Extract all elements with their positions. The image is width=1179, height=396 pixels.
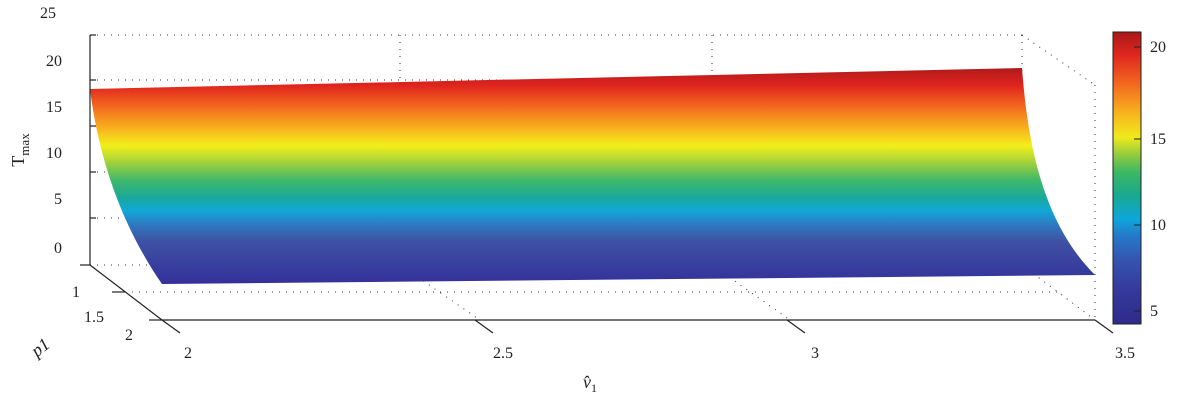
grid-lines — [90, 34, 1096, 321]
z-tick-label: 15 — [46, 99, 62, 116]
colorbar-tick-label: 20 — [1150, 39, 1166, 56]
colorbar: 20 15 10 5 — [1112, 31, 1166, 325]
y-axis-line — [89, 264, 163, 321]
x-tick-mark — [474, 319, 494, 334]
grid-top-right — [1021, 34, 1096, 86]
z-tick-label: 5 — [54, 191, 62, 208]
x-tick-mark — [161, 319, 181, 334]
x-axis-label: v̂1 — [583, 372, 597, 395]
y-tick-label: 1.5 — [84, 309, 104, 326]
x-tick-label: 3.5 — [1115, 345, 1135, 362]
y-tick-label: 2 — [125, 327, 133, 344]
z-tick-labels: 25 20 15 10 5 0 — [40, 5, 62, 257]
x-tick-label: 2.5 — [493, 345, 513, 362]
x-tick-mark — [786, 319, 806, 334]
x-tick-mark — [1094, 319, 1114, 334]
colorbar-tick-label: 10 — [1150, 217, 1166, 234]
colorbar-gradient — [1112, 31, 1142, 325]
x-tick-label: 2 — [184, 345, 192, 362]
x-tick-label: 3 — [811, 345, 819, 362]
surface — [90, 68, 1095, 284]
x-axis-label-sub: 1 — [591, 381, 597, 395]
y-axis-label: p1 — [25, 334, 53, 362]
y-tick-labels: 1 1.5 2 — [72, 284, 133, 344]
x-tick-labels: 2 2.5 3 3.5 — [184, 345, 1135, 362]
colorbar-tick-label: 5 — [1150, 303, 1158, 320]
colorbar-tick-label: 15 — [1150, 131, 1166, 148]
z-axis-label-sub: max — [17, 133, 32, 156]
z-axis-label-main: T — [8, 156, 28, 167]
z-axis-label: Tmax — [8, 133, 32, 167]
axes — [89, 35, 1095, 321]
z-tick-label: 0 — [54, 240, 62, 257]
x-axis-label-main: v̂ — [583, 372, 591, 392]
z-tick-label: 25 — [40, 5, 56, 22]
z-tick-label: 10 — [46, 145, 62, 162]
y-tick-label: 1 — [72, 284, 80, 301]
z-tick-label: 20 — [46, 53, 62, 70]
tick-marks — [80, 34, 1114, 334]
